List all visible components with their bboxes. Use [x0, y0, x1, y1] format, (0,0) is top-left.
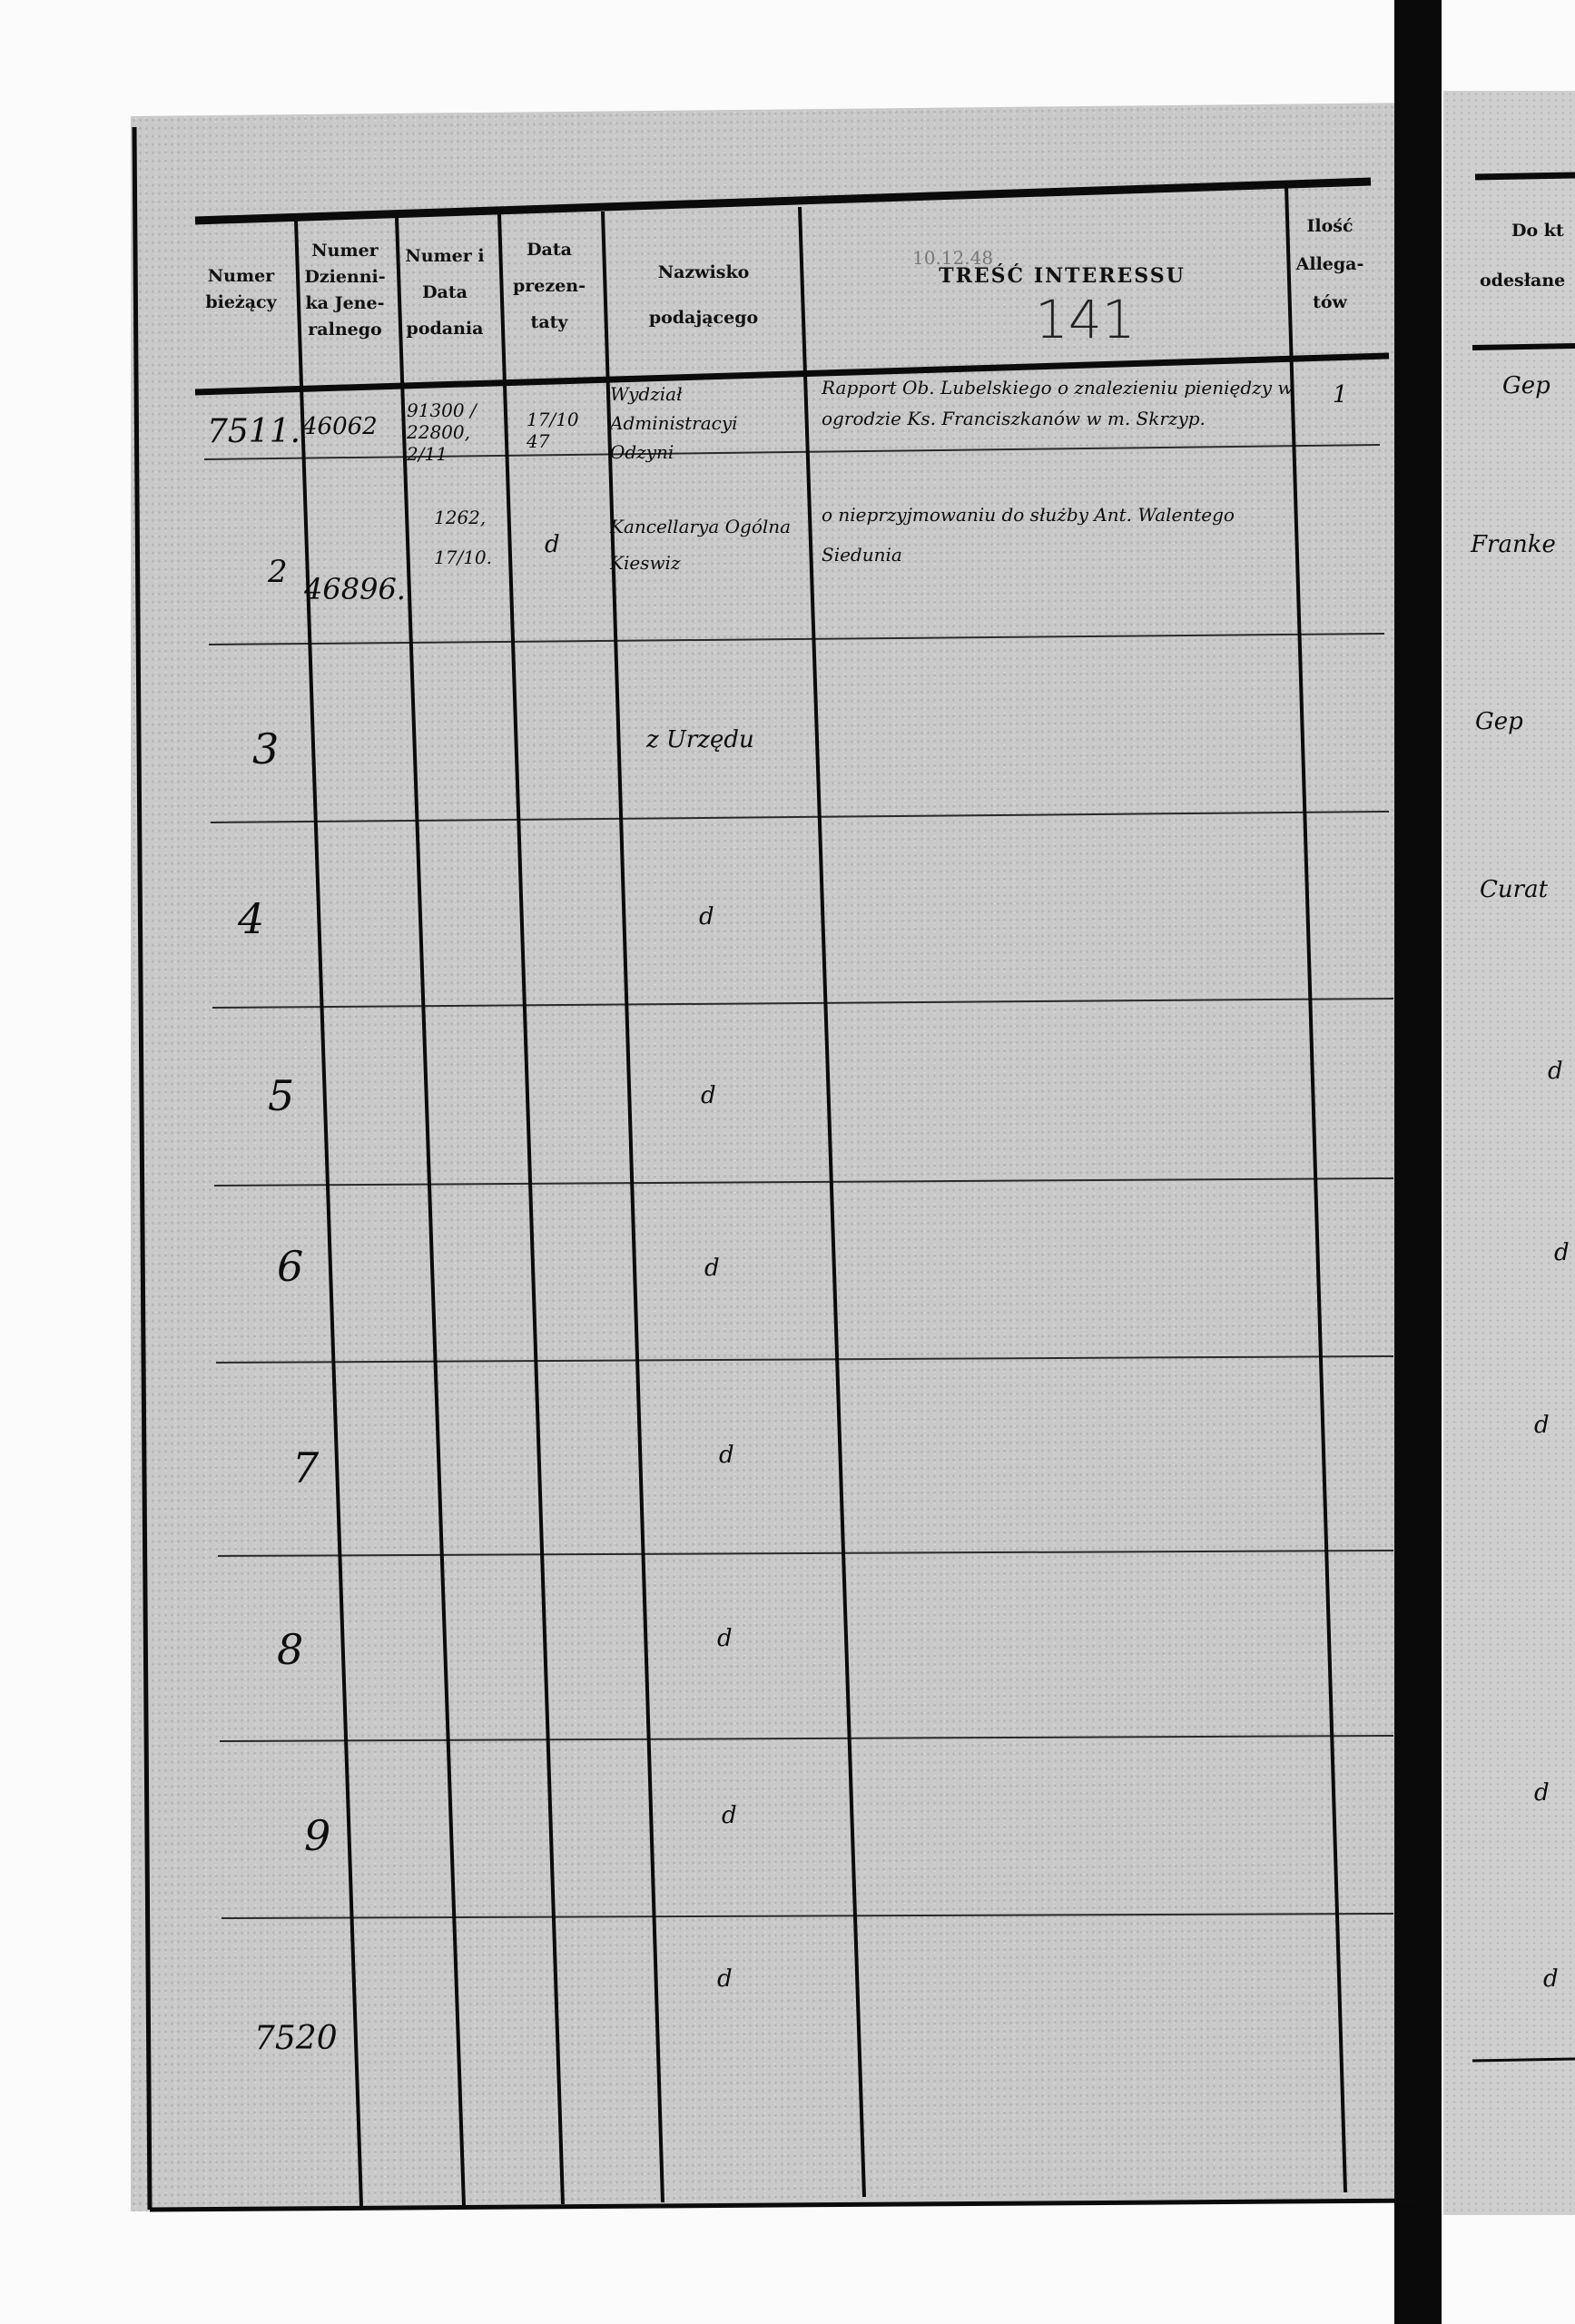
- row-6-nazwisko: d: [704, 1255, 720, 1282]
- row-7-nazwisko: d: [719, 1442, 734, 1469]
- row-2-prezentata: d: [545, 531, 560, 558]
- page-bottom-edge: [149, 2198, 1417, 2212]
- right-entry-3: Gep: [1475, 708, 1523, 735]
- row-1-dziennik: 46062: [302, 413, 378, 440]
- row-1-tresc: Rapport Ob. Lubelskiego o znalezieniu pi…: [822, 377, 1294, 429]
- row-5-nazwisko: d: [701, 1082, 716, 1109]
- right-header-line2: odesłane: [1480, 271, 1566, 290]
- column-rules: [294, 185, 1347, 2207]
- row-2-numer: 2: [268, 554, 288, 590]
- row-2-nazwisko: Kancellarya Ogólna Kieswiz: [610, 516, 792, 574]
- header-top-rule: [194, 177, 1372, 225]
- header-nazwisko: Nazwisko podającego: [648, 262, 759, 328]
- row-2-tresc: o nieprzyjmowaniu do służby Ant. Walente…: [822, 504, 1235, 566]
- row-2-dziennik: 46896.: [304, 572, 406, 606]
- row-6-numer: 6: [277, 1242, 304, 1291]
- row-5-numer: 5: [268, 1071, 295, 1120]
- page-left-edge: [132, 126, 153, 2211]
- row-2-podanie: 1262, 17/10.: [434, 507, 492, 568]
- row-4-numer: 4: [238, 894, 265, 943]
- right-entry-9: d: [1543, 1965, 1559, 1993]
- right-entry-5: d: [1548, 1058, 1563, 1085]
- right-header-line1: Do kt: [1511, 221, 1564, 241]
- book-spine: [1394, 0, 1442, 2324]
- row-3-numer: 3: [252, 724, 280, 773]
- row-3-nazwisko: z Urzędu: [646, 726, 754, 753]
- row-1-podanie: 91300 / 22800, 2/11: [407, 399, 477, 465]
- header-data-prezentaty: Data prezen-taty: [513, 240, 586, 332]
- row-10-nazwisko: d: [717, 1965, 733, 1993]
- row-1-nazwisko: Wydział Administracyi Odzyni: [610, 383, 738, 463]
- right-entry-4: Curat: [1480, 876, 1549, 903]
- header-tresc: TREŚĆ INTERESSU: [939, 264, 1186, 288]
- row-1-allegaty: 1: [1333, 381, 1348, 409]
- header-numer-dziennika: Numer Dzienni-ka Jene-ralnego: [304, 241, 386, 340]
- page-number: 141: [1035, 289, 1136, 350]
- row-8-nazwisko: d: [717, 1625, 733, 1652]
- header-ilosc-allegatow: Ilość Allega-tów: [1295, 216, 1364, 312]
- right-entry-7: d: [1534, 1412, 1550, 1439]
- right-entry-1: Gep: [1502, 372, 1550, 399]
- row-1-prezentata: 17/10 47: [527, 409, 579, 452]
- row-7-numer: 7: [292, 1443, 320, 1492]
- row-1-numer: 7511.: [207, 413, 301, 450]
- row-10-numer: 7520: [254, 2020, 338, 2057]
- row-9-numer: 9: [304, 1811, 331, 1860]
- header-bottom-rule: [194, 352, 1390, 396]
- row-rules: [203, 444, 1394, 1919]
- row-9-nazwisko: d: [722, 1802, 737, 1829]
- row-8-numer: 8: [277, 1625, 304, 1674]
- row-4-nazwisko: d: [699, 903, 714, 931]
- right-entry-8: d: [1534, 1779, 1550, 1807]
- right-entry-6: d: [1554, 1239, 1570, 1266]
- header-numer-data-podania: Numer i Data podania: [405, 246, 485, 339]
- faint-stamp: 10.12.48: [912, 247, 994, 269]
- right-page-fragment: [1443, 91, 1575, 2215]
- header-numer-biezacy: Numer bieżący: [205, 266, 277, 312]
- right-entry-2: Franke: [1471, 531, 1556, 558]
